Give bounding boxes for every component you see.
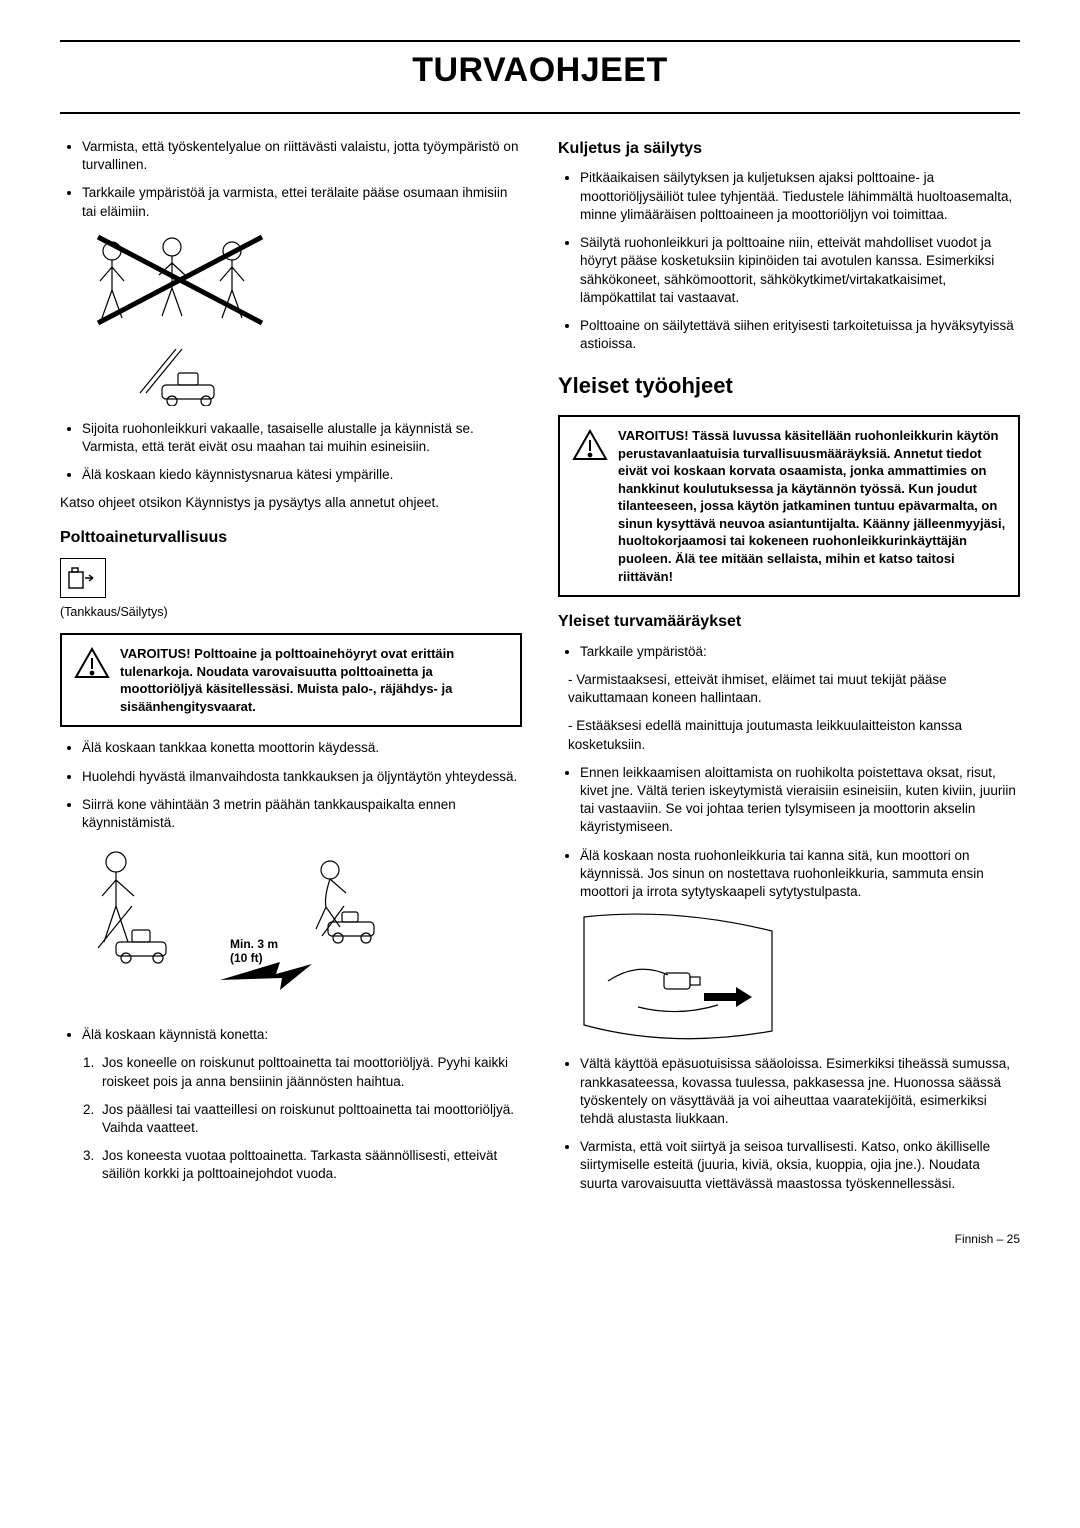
bullet: Huolehdi hyvästä ilmanvaihdosta tankkauk… xyxy=(82,768,522,786)
figure-people-crossout xyxy=(80,231,522,406)
rule-top xyxy=(60,40,1020,42)
heading-general-safety: Yleiset turvamääräykset xyxy=(558,611,1020,633)
warning-box-general: VAROITUS! Tässä luvussa käsitellään ruoh… xyxy=(558,415,1020,597)
figure-move-3m: Min. 3 m (10 ft) xyxy=(80,842,522,1012)
bullet: Tarkkaile ympäristöä ja varmista, ettei … xyxy=(82,184,522,220)
bullet: Ennen leikkaamisen aloittamista on ruohi… xyxy=(580,764,1020,837)
bullet: Varmista, että työskentelyalue on riittä… xyxy=(82,138,522,174)
heading-general-work: Yleiset työohjeet xyxy=(558,371,1020,401)
col-right: Kuljetus ja säilytys Pitkäaikaisen säily… xyxy=(558,138,1020,1203)
svg-text:(10 ft): (10 ft) xyxy=(230,951,263,965)
warning-icon xyxy=(74,647,110,715)
list-4: Älä koskaan käynnistä konetta: xyxy=(60,1026,522,1044)
bullet: Pitkäaikaisen säilytyksen ja kuljetuksen… xyxy=(580,169,1020,224)
sparkplug-svg xyxy=(578,911,778,1041)
list-2: Sijoita ruohonleikkuri vakaalle, tasaise… xyxy=(60,420,522,485)
col-left: Varmista, että työskentelyalue on riittä… xyxy=(60,138,522,1203)
bullet: Tarkkaile ympäristöä: xyxy=(580,643,1020,661)
list-r2: Tarkkaile ympäristöä: xyxy=(558,643,1020,661)
ol-item: Jos koneelle on roiskunut polttoainetta … xyxy=(98,1054,522,1090)
paragraph: - Varmistaaksesi, etteivät ihmiset, eläi… xyxy=(568,671,1020,707)
bullet: Vältä käyttöä epäsuotuisissa sääoloissa.… xyxy=(580,1055,1020,1128)
bullet: Polttoaine on säilytettävä siihen erityi… xyxy=(580,317,1020,353)
ordered-list-1: Jos koneelle on roiskunut polttoainetta … xyxy=(60,1054,522,1183)
ol-item: Jos koneesta vuotaa polttoainetta. Tarka… xyxy=(98,1147,522,1183)
heading-transport: Kuljetus ja säilytys xyxy=(558,138,1020,160)
page-title: TURVAOHJEET xyxy=(60,48,1020,94)
figure-sparkplug xyxy=(578,911,1020,1041)
bullet: Siirrä kone vähintään 3 metrin päähän ta… xyxy=(82,796,522,832)
list-r1: Pitkäaikaisen säilytyksen ja kuljetuksen… xyxy=(558,169,1020,353)
fuel-icon xyxy=(60,558,106,598)
list-r4: Vältä käyttöä epäsuotuisissa sääoloissa.… xyxy=(558,1055,1020,1193)
fuel-icon-svg xyxy=(66,564,100,592)
bullet: Sijoita ruohonleikkuri vakaalle, tasaise… xyxy=(82,420,522,456)
rule-under-title xyxy=(60,112,1020,114)
people-crossout-svg xyxy=(80,231,290,406)
paragraph: - Estääksesi edellä mainittuja joutumast… xyxy=(568,717,1020,753)
ol-item: Jos päällesi tai vaatteillesi on roiskun… xyxy=(98,1101,522,1137)
warning-box-fuel: VAROITUS! Polttoaine ja polttoainehöyryt… xyxy=(60,633,522,727)
page-footer: Finnish – 25 xyxy=(60,1231,1020,1247)
bullet: Älä koskaan nosta ruohonleikkuria tai ka… xyxy=(580,847,1020,902)
list-r3: Ennen leikkaamisen aloittamista on ruohi… xyxy=(558,764,1020,902)
list-1: Varmista, että työskentelyalue on riittä… xyxy=(60,138,522,221)
bullet: Älä koskaan tankkaa konetta moottorin kä… xyxy=(82,739,522,757)
svg-text:Min. 3 m: Min. 3 m xyxy=(230,937,278,951)
bullet: Älä koskaan käynnistä konetta: xyxy=(82,1026,522,1044)
warning-text: VAROITUS! Tässä luvussa käsitellään ruoh… xyxy=(618,427,1006,585)
move-3m-svg: Min. 3 m (10 ft) xyxy=(80,842,390,1012)
bullet: Älä koskaan kiedo käynnistysnarua kätesi… xyxy=(82,466,522,484)
warning-text: VAROITUS! Polttoaine ja polttoainehöyryt… xyxy=(120,645,508,715)
warning-icon xyxy=(572,429,608,585)
heading-fuel-safety: Polttoaineturvallisuus xyxy=(60,527,522,549)
bullet: Säilytä ruohonleikkuri ja polttoaine nii… xyxy=(580,234,1020,307)
columns: Varmista, että työskentelyalue on riittä… xyxy=(60,138,1020,1203)
paragraph: Katso ohjeet otsikon Käynnistys ja pysäy… xyxy=(60,494,522,512)
list-3: Älä koskaan tankkaa konetta moottorin kä… xyxy=(60,739,522,832)
bullet: Varmista, että voit siirtyä ja seisoa tu… xyxy=(580,1138,1020,1193)
fuel-icon-caption: (Tankkaus/Säilytys) xyxy=(60,604,522,621)
